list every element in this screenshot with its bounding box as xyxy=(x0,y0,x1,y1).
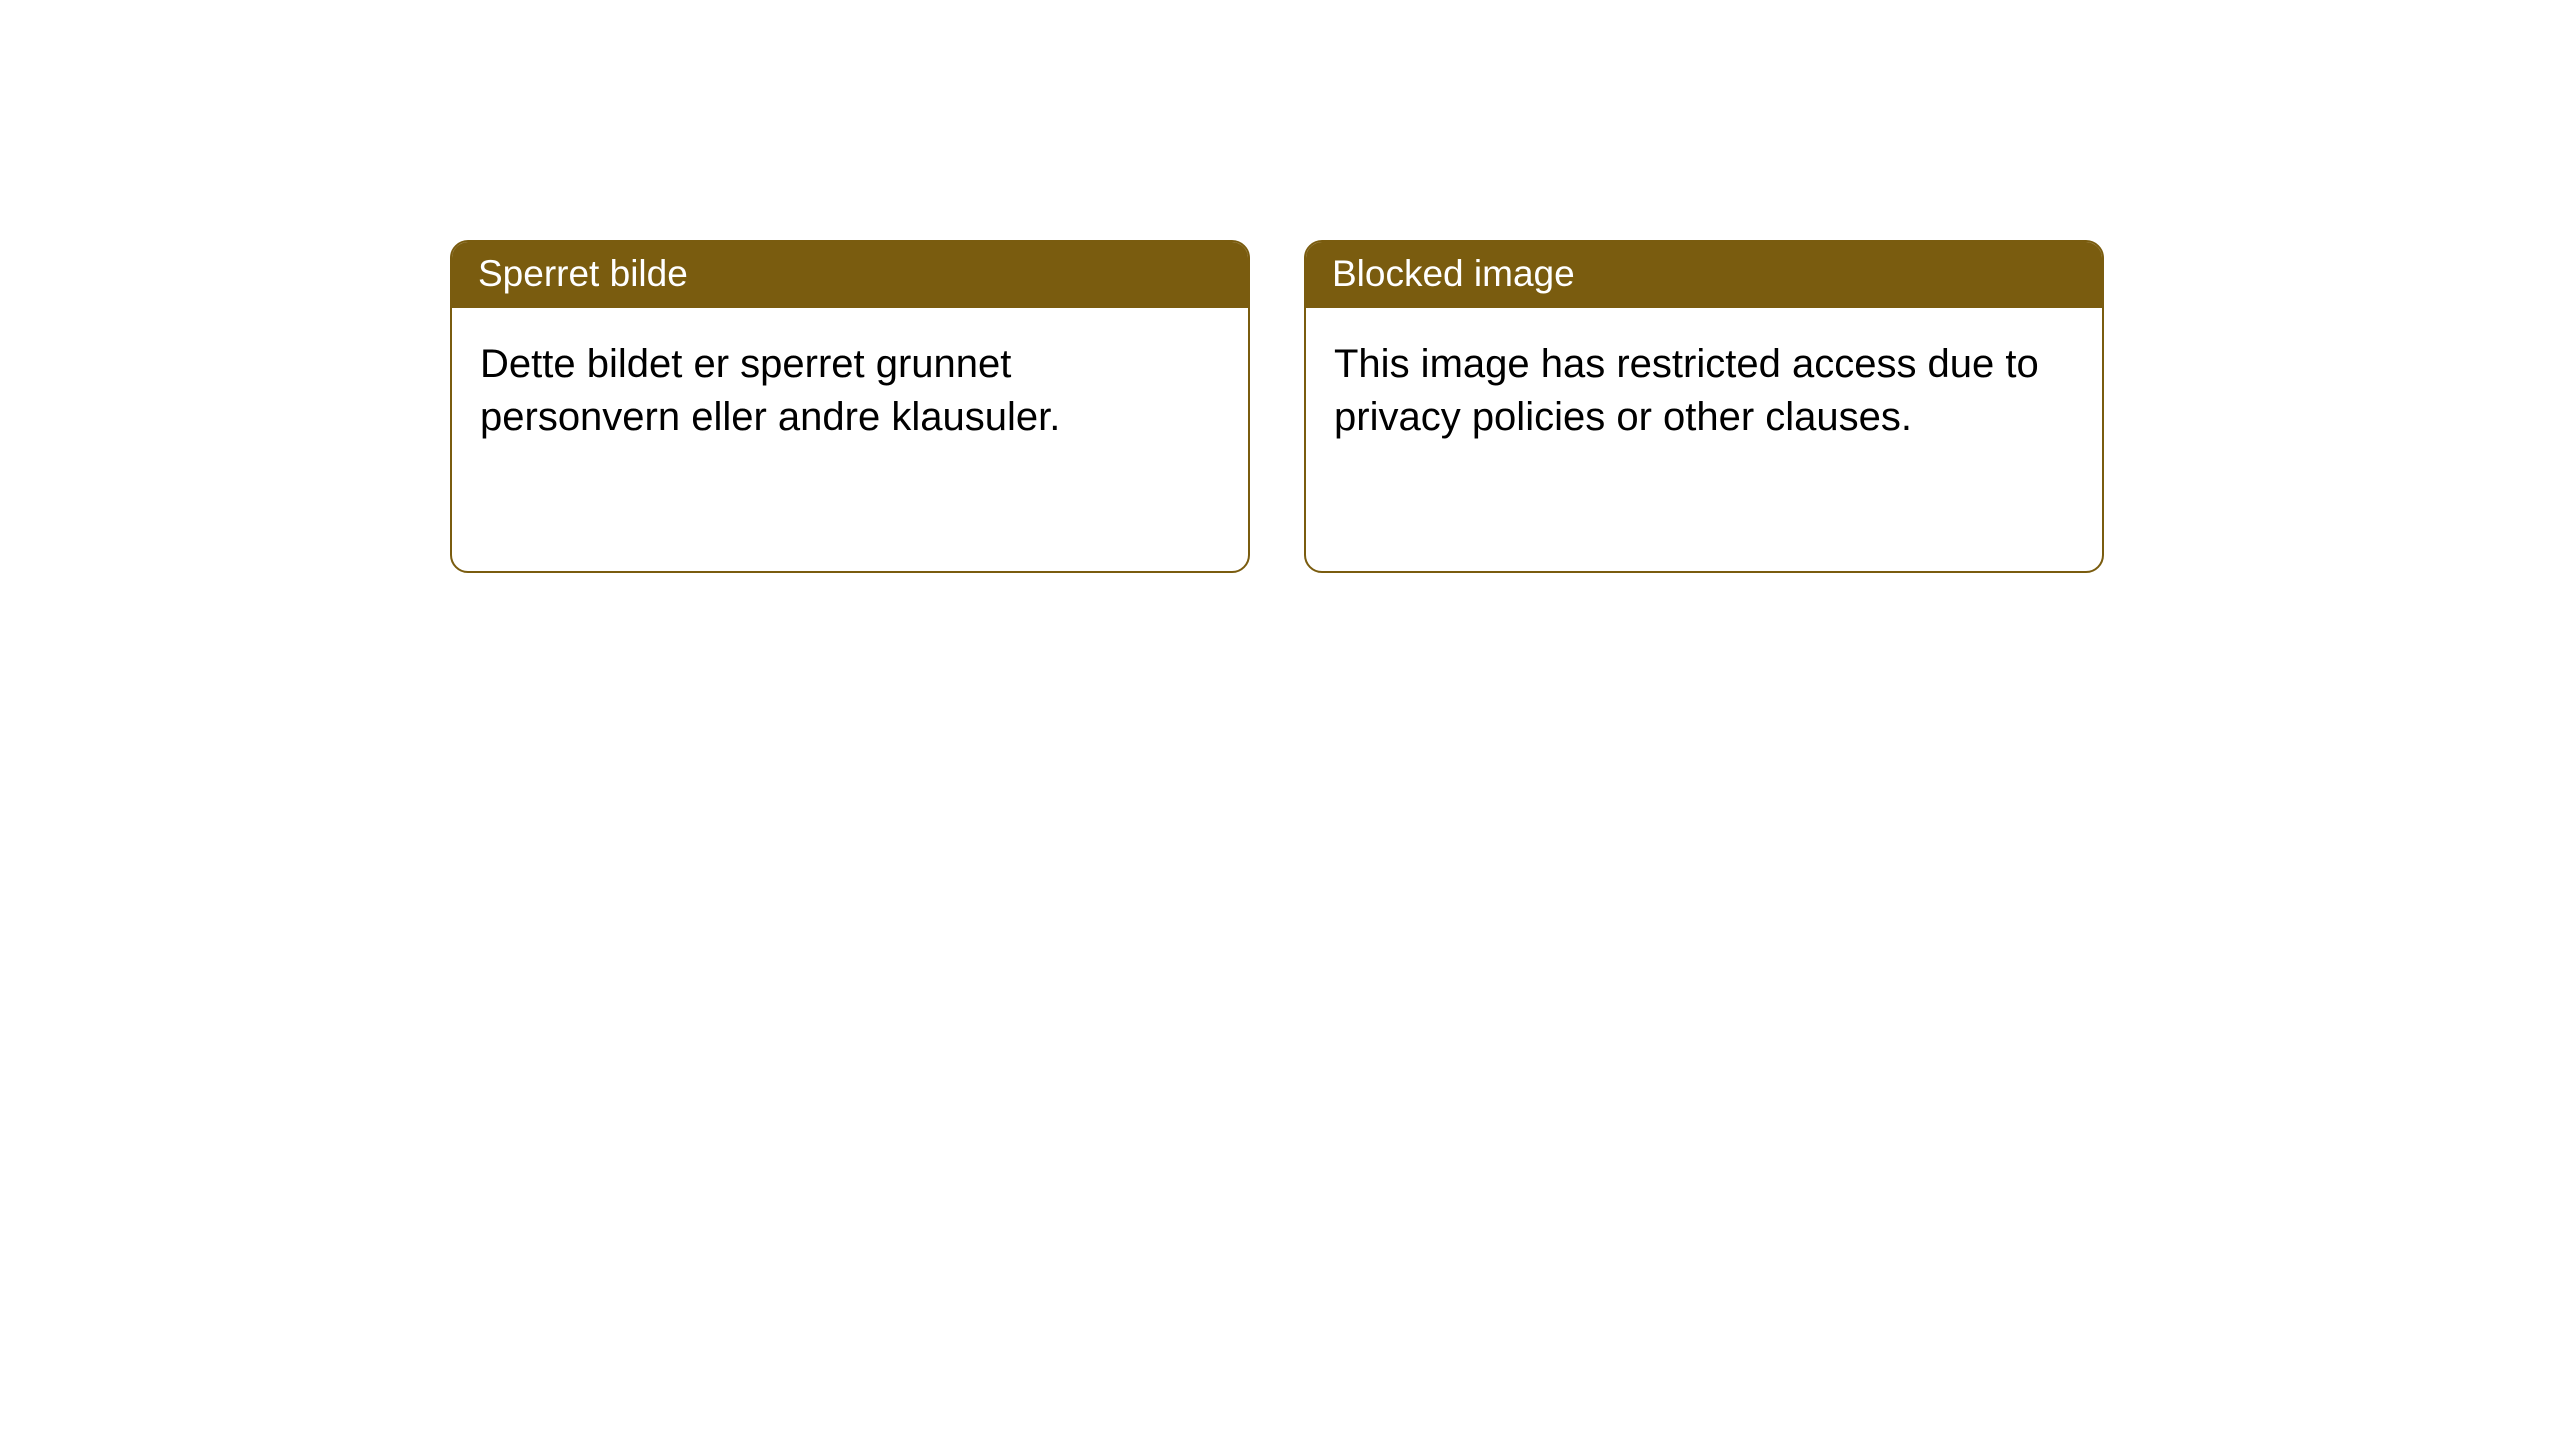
card-title: Sperret bilde xyxy=(452,242,1248,308)
card-title: Blocked image xyxy=(1306,242,2102,308)
card-container: Sperret bilde Dette bildet er sperret gr… xyxy=(0,0,2560,573)
blocked-image-card-en: Blocked image This image has restricted … xyxy=(1304,240,2104,573)
card-body-text: This image has restricted access due to … xyxy=(1306,308,2102,474)
card-body-text: Dette bildet er sperret grunnet personve… xyxy=(452,308,1248,474)
blocked-image-card-no: Sperret bilde Dette bildet er sperret gr… xyxy=(450,240,1250,573)
